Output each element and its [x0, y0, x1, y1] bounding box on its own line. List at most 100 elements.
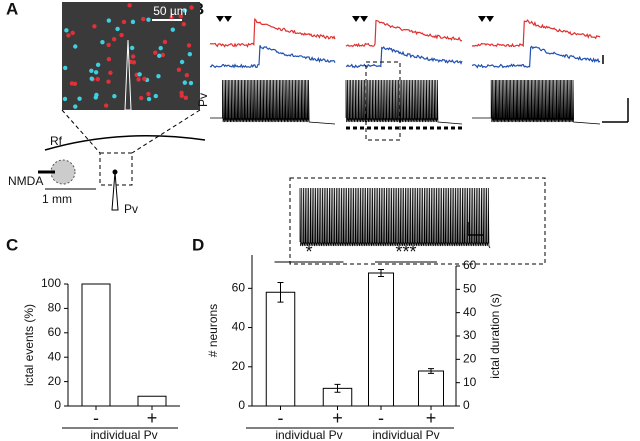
y-axis-label: ictal events (%) — [22, 304, 36, 386]
panel-label: A — [6, 0, 18, 18]
zoom-line — [61, 109, 101, 154]
cell-dot — [93, 70, 99, 75]
cell-dot — [136, 77, 141, 82]
cell-dot — [92, 24, 97, 29]
y-tick-label: 60 — [232, 281, 246, 295]
bar — [418, 370, 444, 407]
y-axis-label: ictal duration (s) — [488, 293, 502, 378]
scale-bars — [467, 55, 629, 236]
panel-label: C — [6, 235, 18, 254]
x-tick-label: + — [147, 408, 158, 428]
cell-dot — [141, 16, 146, 22]
zoom-box — [365, 61, 401, 141]
cell-dot — [72, 81, 78, 87]
cell-dot — [176, 67, 182, 72]
sig-label: * — [305, 242, 312, 262]
cell-dot — [73, 104, 78, 109]
cell-dot — [157, 53, 162, 59]
traces — [209, 16, 601, 249]
cell-dot — [181, 21, 187, 27]
electrode — [124, 39, 132, 111]
cell-dot — [153, 93, 158, 99]
cell-dot — [137, 72, 142, 77]
error-bar — [378, 269, 384, 277]
cell-dot — [187, 51, 193, 57]
y-tick-label: 10 — [463, 375, 477, 389]
cell-dot — [89, 76, 94, 81]
inset-box — [289, 177, 546, 265]
trace — [472, 79, 601, 125]
cell-dot — [128, 59, 133, 65]
trace — [345, 46, 463, 69]
cell-dot — [189, 5, 194, 10]
cell-dot — [158, 45, 163, 51]
cell-dot — [89, 68, 94, 74]
cell-dot — [153, 50, 158, 55]
y-tick-label: 80 — [48, 301, 62, 315]
cell-dot — [62, 96, 68, 102]
trace — [209, 17, 336, 48]
scale-label: 50 µm — [153, 4, 187, 18]
cell-dot — [119, 32, 124, 38]
error-bar — [277, 281, 284, 303]
sig-label: *** — [395, 242, 416, 262]
cell-dot — [179, 90, 184, 96]
slice-edge — [44, 135, 206, 151]
cell-dot — [129, 45, 135, 51]
cell-dot — [108, 70, 113, 75]
stim — [216, 16, 232, 22]
cell-dot — [179, 59, 185, 65]
x-tick-label: - — [278, 408, 284, 428]
cell-dot — [73, 44, 78, 49]
bar — [81, 283, 111, 407]
x-axis-label: individual Pv — [275, 428, 342, 441]
y-tick-label: 20 — [232, 359, 246, 373]
y-tick-label: 0 — [463, 398, 470, 412]
scale-label: 1 mm — [42, 192, 72, 206]
nmda-label: NMDA — [8, 174, 43, 188]
cell-dot — [130, 54, 136, 59]
cell-dot — [111, 37, 117, 42]
cell-dot — [170, 27, 176, 32]
y-tick-label: 40 — [232, 320, 246, 334]
cell-dot — [121, 19, 127, 25]
cell-dot — [103, 103, 109, 108]
trace — [345, 79, 463, 125]
x-tick-label: + — [426, 408, 437, 428]
stim — [478, 16, 494, 22]
y-tick-label: 0 — [54, 398, 61, 412]
cell-dot — [106, 42, 111, 48]
cell-dots — [62, 3, 194, 109]
cell-dot — [146, 17, 151, 22]
y-tick-label: 40 — [463, 305, 477, 319]
trace — [209, 45, 336, 69]
cell-dot — [127, 3, 132, 8]
x-axis-label: individual Pv — [372, 428, 439, 441]
micrograph — [62, 2, 200, 110]
cell-dot — [112, 94, 117, 99]
cell-dot — [130, 19, 136, 25]
rf-label: Rf — [50, 134, 63, 148]
cell-dot — [182, 80, 188, 85]
cell-dot — [115, 26, 120, 32]
x-tick-label: - — [378, 408, 384, 428]
trace-label: Pv — [196, 93, 210, 107]
cell-dot — [70, 30, 75, 36]
bar — [265, 291, 296, 407]
y-axis-label: # neurons — [206, 304, 220, 357]
cell-dot — [106, 18, 112, 23]
bar — [137, 395, 167, 407]
y-tick-label: 50 — [463, 282, 477, 296]
y-tick-label: 20 — [48, 374, 62, 388]
trace — [210, 79, 336, 125]
cell-dot — [95, 62, 101, 68]
y-tick-label: 100 — [41, 276, 61, 290]
cell-dot — [146, 91, 151, 97]
cell-dot — [183, 95, 189, 101]
cell-dot — [63, 65, 68, 71]
cell-dot — [94, 92, 99, 98]
cell-dot — [169, 15, 174, 20]
cell-dot — [146, 96, 152, 102]
cell-dot — [64, 28, 69, 33]
